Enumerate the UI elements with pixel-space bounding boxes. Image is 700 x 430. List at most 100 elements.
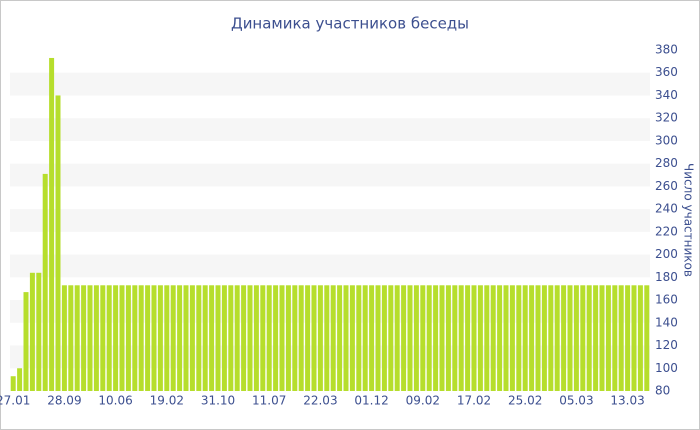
bar	[292, 285, 298, 391]
bar	[413, 285, 419, 391]
x-tick-label: 22.03	[303, 394, 337, 408]
y-tick-label: 280	[655, 156, 678, 170]
grid-band	[10, 72, 650, 96]
bar	[509, 285, 515, 391]
y-tick-label: 360	[655, 65, 678, 79]
y-tick-label: 200	[655, 247, 678, 261]
x-tick-label: 11.07	[252, 394, 286, 408]
bar	[23, 292, 29, 391]
bar	[420, 285, 426, 391]
bar	[253, 285, 259, 391]
bar	[55, 95, 61, 391]
bar	[119, 285, 125, 391]
bar	[561, 285, 567, 391]
grid-band	[10, 118, 650, 141]
y-tick-label: 340	[655, 88, 678, 102]
bar	[157, 285, 163, 391]
bar	[61, 285, 67, 391]
y-tick-label: 140	[655, 315, 678, 329]
bar	[10, 376, 16, 391]
y-tick-label: 240	[655, 202, 678, 216]
bar	[573, 285, 579, 391]
y-tick-label: 180	[655, 270, 678, 284]
bar	[209, 285, 215, 391]
grid-band	[10, 345, 650, 369]
bars	[10, 57, 650, 391]
bar	[477, 285, 483, 391]
bar	[279, 285, 285, 391]
bar	[471, 285, 477, 391]
x-tick-label: 31.10	[201, 394, 235, 408]
bar	[42, 173, 48, 391]
bar	[369, 285, 375, 391]
x-tick-label: 19.02	[150, 394, 184, 408]
bar	[100, 285, 106, 391]
y-axis-label: Число участников	[682, 163, 696, 277]
bar	[580, 285, 586, 391]
bar	[433, 285, 439, 391]
chart-title: Динамика участников беседы	[231, 15, 469, 33]
bar	[87, 285, 93, 391]
bar	[458, 285, 464, 391]
bar	[106, 285, 112, 391]
grid	[10, 72, 650, 369]
bar	[183, 285, 189, 391]
y-tick-label: 120	[655, 338, 678, 352]
bar	[554, 285, 560, 391]
bar	[394, 285, 400, 391]
y-tick-label: 320	[655, 111, 678, 125]
y-tick-label: 220	[655, 224, 678, 238]
bar	[189, 285, 195, 391]
bar	[266, 285, 272, 391]
y-tick-label: 380	[655, 43, 678, 57]
bar	[541, 285, 547, 391]
bar	[311, 285, 317, 391]
bar	[202, 285, 208, 391]
bar	[125, 285, 131, 391]
bar	[215, 285, 221, 391]
x-tick-label: 25.02	[508, 394, 542, 408]
bar	[228, 285, 234, 391]
bar	[285, 285, 291, 391]
bar	[343, 285, 349, 391]
bar	[17, 368, 23, 391]
x-tick-label: 09.02	[406, 394, 440, 408]
bar	[145, 285, 151, 391]
bar	[260, 285, 266, 391]
bar	[625, 285, 631, 391]
x-tick-label: 05.03	[559, 394, 593, 408]
bar	[599, 285, 605, 391]
bar	[49, 57, 55, 391]
bar	[516, 285, 522, 391]
bar	[375, 285, 381, 391]
bar	[567, 285, 573, 391]
x-tick-label: 28.09	[47, 394, 81, 408]
bar	[93, 285, 99, 391]
bar	[241, 285, 247, 391]
y-tick-label: 160	[655, 293, 678, 307]
bar	[618, 285, 624, 391]
bar	[170, 285, 176, 391]
y-tick-label: 100	[655, 361, 678, 375]
bar	[381, 285, 387, 391]
y-tick-label: 80	[655, 384, 670, 398]
bar	[221, 285, 227, 391]
bar	[317, 285, 323, 391]
bar	[113, 285, 119, 391]
bar	[465, 285, 471, 391]
bar	[644, 285, 650, 391]
bar	[337, 285, 343, 391]
bar	[439, 285, 445, 391]
bar	[612, 285, 618, 391]
bar	[151, 285, 157, 391]
x-tick-label: 10.06	[98, 394, 132, 408]
bar	[247, 285, 253, 391]
bar	[29, 272, 35, 391]
bar	[605, 285, 611, 391]
bar	[484, 285, 490, 391]
bar	[356, 285, 362, 391]
bar	[637, 285, 643, 391]
bar	[631, 285, 637, 391]
bar	[234, 285, 240, 391]
